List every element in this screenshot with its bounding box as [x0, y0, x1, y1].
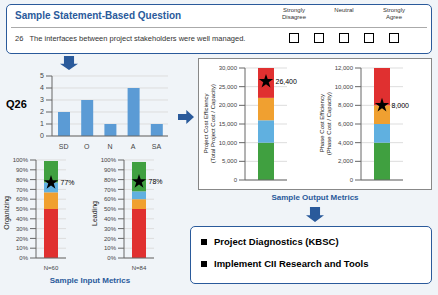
- svg-text:SA: SA: [152, 143, 162, 150]
- svg-text:5: 5: [40, 72, 44, 79]
- html-text:Leading: Leading: [91, 200, 98, 226]
- html-text:Organizing: Organizing: [3, 196, 10, 230]
- svg-text:0: 0: [40, 132, 44, 139]
- svg-text:10%: 10%: [104, 245, 117, 251]
- svg-text:6,000: 6,000: [338, 121, 354, 127]
- svg-text:2,000: 2,000: [338, 158, 354, 164]
- svg-text:0: 0: [350, 177, 354, 183]
- svg-text:90%: 90%: [16, 167, 29, 173]
- html-text:26 The interfaces between proj: 26 The interfaces between project stakeh…: [15, 34, 246, 43]
- svg-text:8,000: 8,000: [392, 102, 410, 109]
- svg-text:N=60: N=60: [44, 265, 59, 271]
- svg-text:1: 1: [40, 120, 44, 127]
- svg-text:50%: 50%: [16, 206, 29, 212]
- svg-text:O: O: [84, 143, 90, 150]
- svg-text:60%: 60%: [16, 196, 29, 202]
- svg-text:0%: 0%: [19, 255, 28, 261]
- svg-text:90%: 90%: [104, 167, 117, 173]
- svg-text:5,000: 5,000: [222, 158, 238, 164]
- svg-text:40%: 40%: [104, 216, 117, 222]
- svg-text:15,000: 15,000: [219, 121, 238, 127]
- svg-text:100%: 100%: [13, 157, 29, 163]
- svg-text:4: 4: [40, 84, 44, 91]
- svg-text:40%: 40%: [16, 216, 29, 222]
- svg-text:25,000: 25,000: [219, 84, 238, 90]
- html-text:Implement CII Research and Too: Implement CII Research and Tools: [214, 258, 369, 269]
- svg-text:0: 0: [234, 177, 238, 183]
- svg-text:0%: 0%: [107, 255, 116, 261]
- html-text:Project Diagnostics (KBSC): Project Diagnostics (KBSC): [214, 236, 339, 247]
- html-text:Sample Statement-Based Questio: Sample Statement-Based Question: [15, 10, 182, 21]
- svg-text:80%: 80%: [16, 177, 29, 183]
- svg-text:10%: 10%: [16, 245, 29, 251]
- svg-text:78%: 78%: [149, 178, 163, 185]
- svg-text:30%: 30%: [104, 226, 117, 232]
- svg-text:12,000: 12,000: [335, 65, 354, 71]
- svg-text:3: 3: [40, 96, 44, 103]
- svg-text:10,000: 10,000: [219, 140, 238, 146]
- svg-text:2: 2: [40, 108, 44, 115]
- svg-text:20%: 20%: [16, 236, 29, 242]
- svg-text:20,000: 20,000: [219, 102, 238, 108]
- svg-text:20%: 20%: [104, 236, 117, 242]
- svg-text:100%: 100%: [101, 157, 117, 163]
- svg-text:N: N: [107, 143, 112, 150]
- html-text:Project Cost Efficiency (Total: Project Cost Efficiency (Total Project C…: [203, 84, 216, 164]
- svg-text:10,000: 10,000: [335, 84, 354, 90]
- svg-text:80%: 80%: [104, 177, 117, 183]
- svg-text:50%: 50%: [104, 206, 117, 212]
- html-text:Strongly Agree: Strongly Agree: [383, 7, 405, 20]
- svg-text:70%: 70%: [16, 187, 29, 193]
- svg-text:30,000: 30,000: [219, 65, 238, 71]
- html-text:Neutral: Neutral: [334, 7, 354, 13]
- svg-text:A: A: [131, 143, 136, 150]
- svg-text:8,000: 8,000: [338, 102, 354, 108]
- svg-text:4,000: 4,000: [338, 140, 354, 146]
- html-text:Strongly Disagree: Strongly Disagree: [282, 7, 306, 20]
- html-text:Phase Cost Efficiency (Phase C: Phase Cost Efficiency (Phase Cost / Capa…: [319, 92, 332, 156]
- svg-text:SD: SD: [59, 143, 69, 150]
- svg-text:70%: 70%: [104, 187, 117, 193]
- html-text:Sample Output Metrics: Sample Output Metrics: [271, 193, 359, 202]
- svg-text:60%: 60%: [104, 196, 117, 202]
- svg-text:30%: 30%: [16, 226, 29, 232]
- svg-text:26,400: 26,400: [276, 78, 298, 85]
- html-text:Q26: Q26: [6, 98, 27, 110]
- html-text:Sample Input Metrics: Sample Input Metrics: [49, 276, 131, 285]
- svg-text:N=84: N=84: [132, 265, 147, 271]
- svg-text:77%: 77%: [61, 179, 75, 186]
